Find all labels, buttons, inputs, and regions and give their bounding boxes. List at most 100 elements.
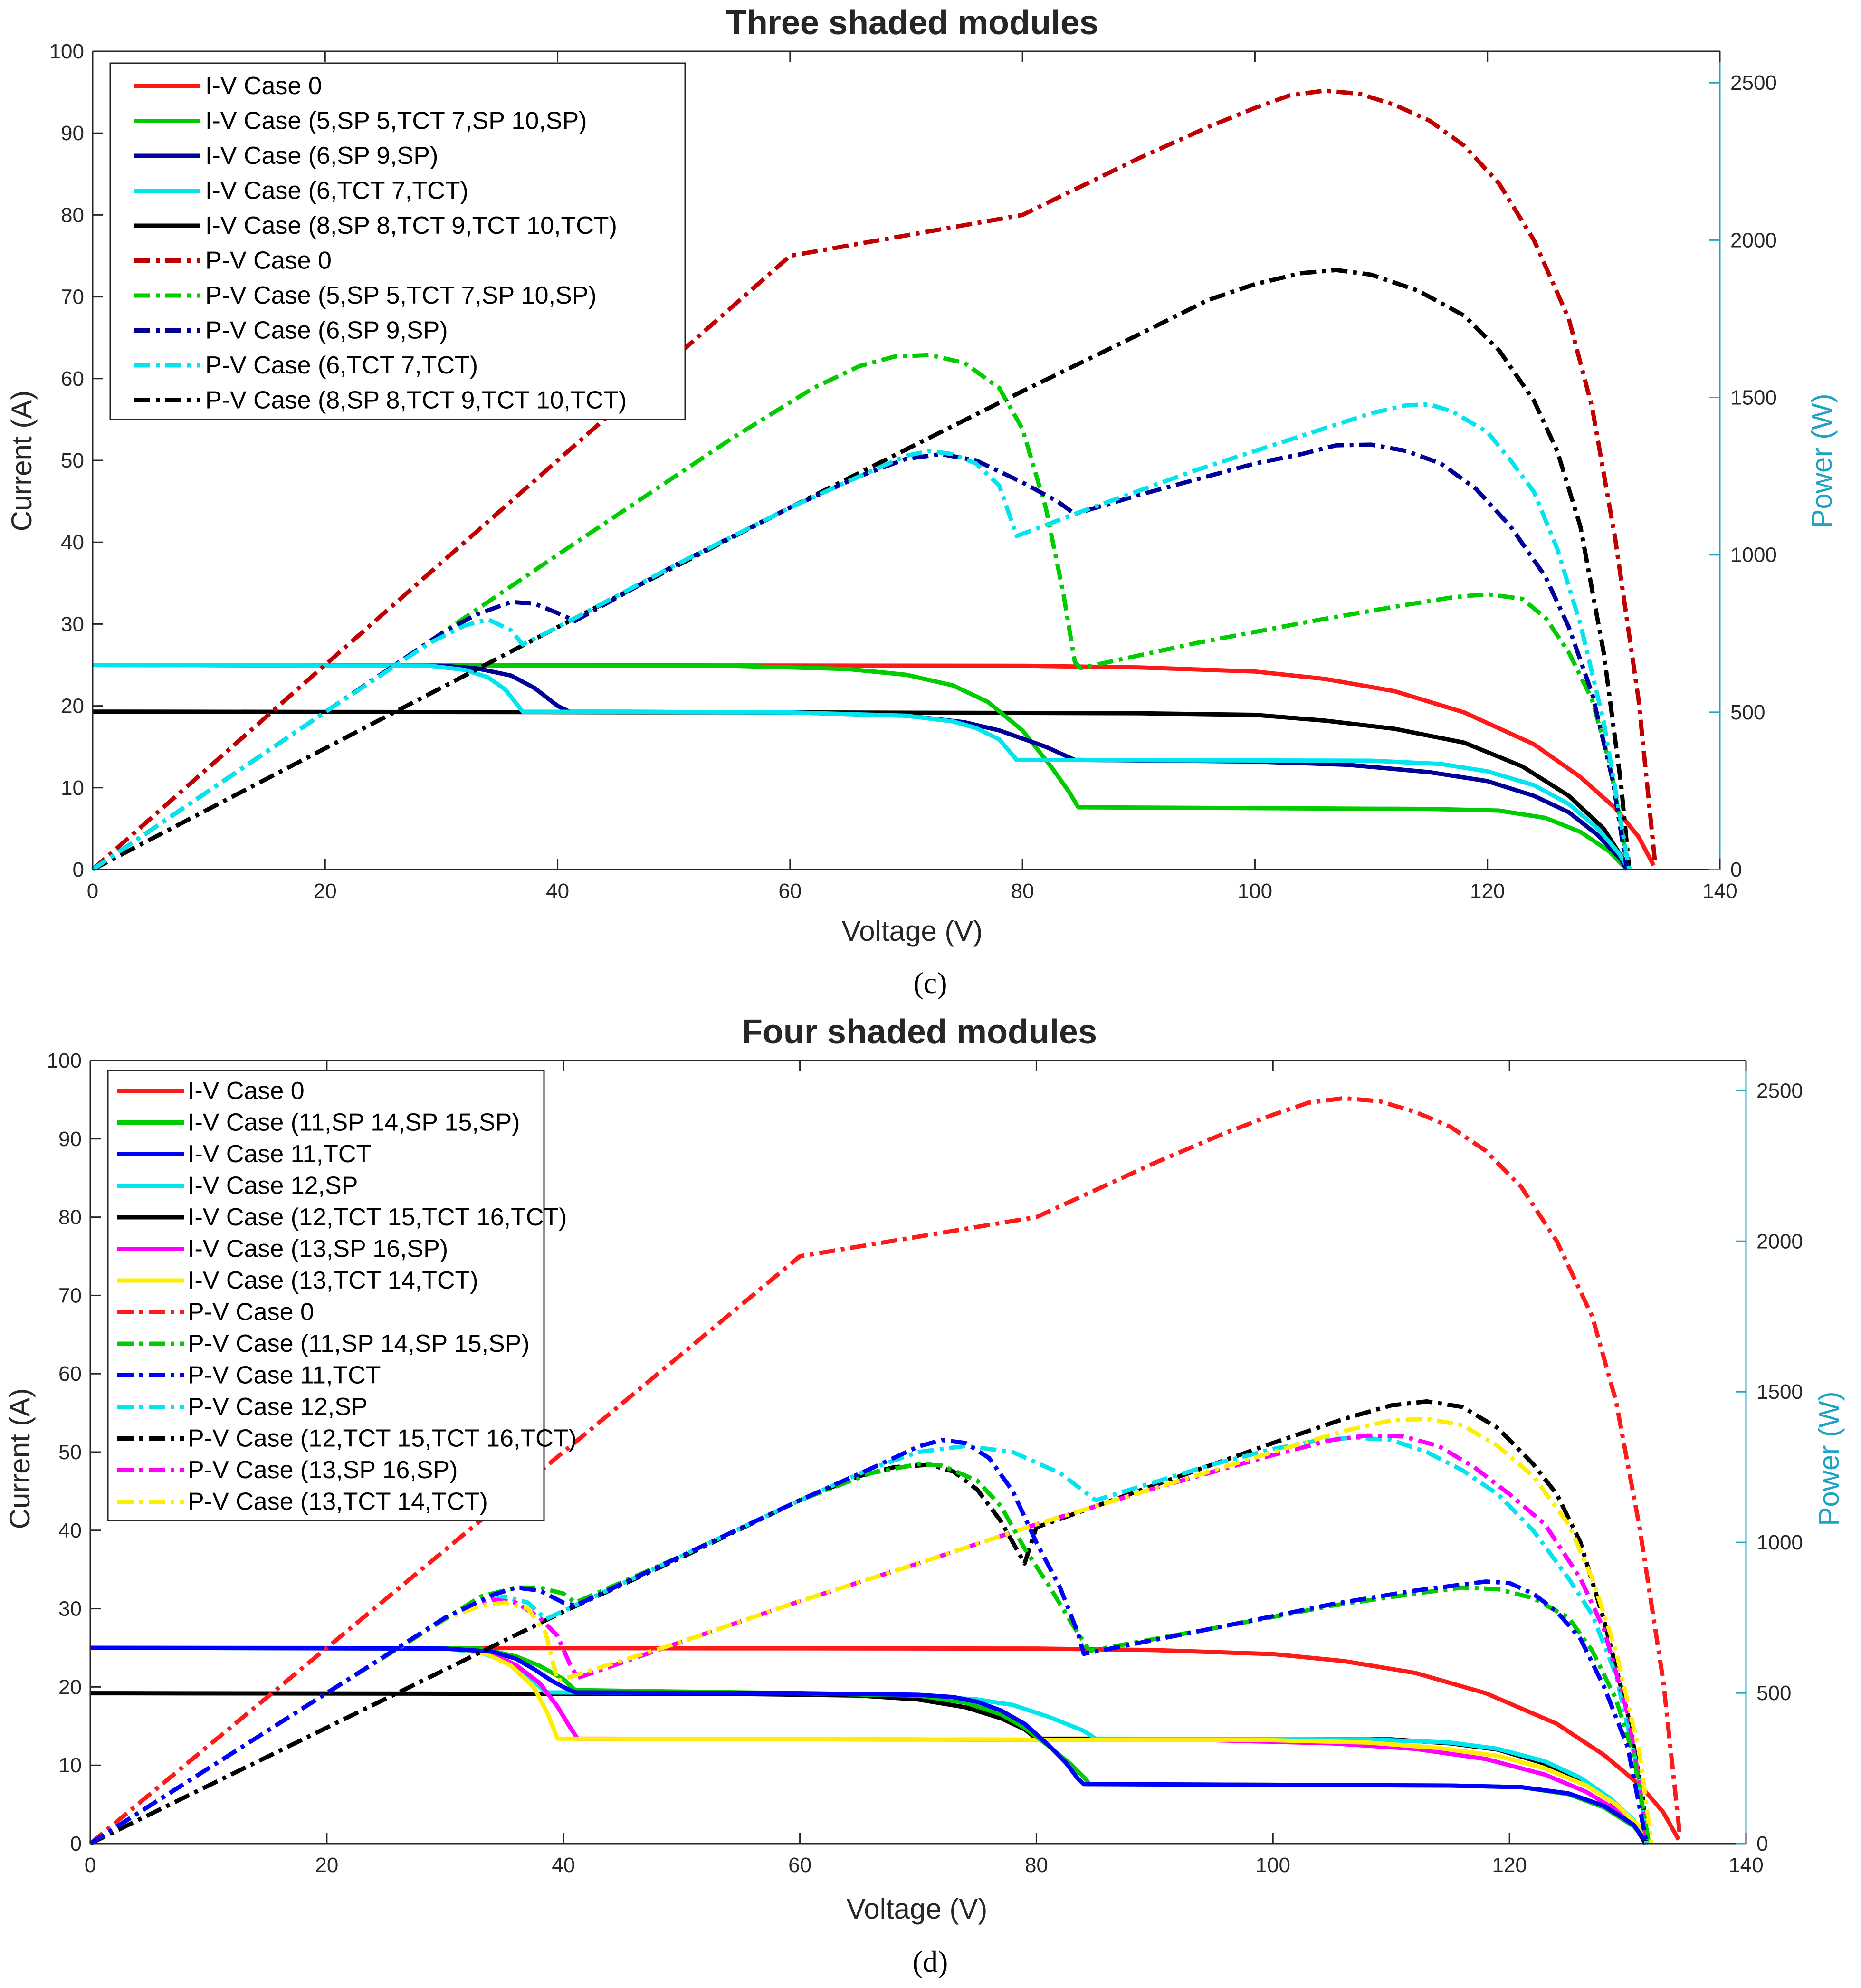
legend-entry: I-V Case (6,TCT 7,TCT) [205,177,468,205]
y-axis-label: Current (A) [6,391,38,532]
y-tick-label: 80 [61,203,84,227]
legend-entry: P-V Case 0 [205,247,332,275]
legend-entry: I-V Case (13,SP 16,SP) [188,1235,448,1263]
series-line-2 [92,709,1632,871]
legend-entry: I-V Case (5,SP 5,TCT 7,SP 10,SP) [205,107,587,135]
legend-entry: I-V Case 0 [205,72,322,100]
series-line-4 [92,663,1629,871]
chart-panel-c: Three shaded modules 0 20 40 60 80 100 120 1400… [6,4,1838,1000]
y-tick-label: 50 [58,1441,82,1464]
y2-axis-label: Power (W) [1813,1391,1845,1526]
y-tick-label: 0 [70,1832,82,1855]
x-tick-label: 80 [1025,1854,1048,1877]
y-tick-label: 20 [58,1675,82,1699]
y2-tick-label: 0 [1730,858,1742,881]
y-tick-label: 10 [61,776,84,800]
series-group [91,88,1657,871]
y2-tick-label: 2000 [1756,1230,1803,1253]
x-tick-label: 60 [788,1854,811,1877]
legend-box [107,1070,545,1521]
chart-panel-d: Four shaded modules 0 20 40 60 80 100 120 14001… [4,1013,1845,1978]
y-tick-label: 70 [61,286,84,309]
x-tick-label: 40 [552,1854,575,1877]
y2-tick-label: 500 [1730,701,1765,724]
y-tick-label: 0 [73,858,84,881]
x-tick-label: 0 [87,879,98,903]
y2-tick-label: 1000 [1730,544,1777,567]
series-line-9 [89,1399,1648,1846]
x-tick-label: 20 [314,879,337,903]
x-tick-label: 120 [1492,1854,1527,1877]
legend-entry: I-V Case 12,SP [188,1172,358,1200]
y-tick-label: 60 [58,1362,82,1386]
legend-entry: I-V Case 11,TCT [188,1140,371,1168]
x-tick-label: 40 [546,879,569,903]
x-tick-label: 20 [315,1854,338,1877]
legend-entry: P-V Case (12,TCT 15,TCT 16,TCT) [188,1425,577,1453]
x-axis-label: Voltage (V) [842,915,983,947]
x-axis-label: Voltage (V) [847,1893,988,1925]
axes [92,50,1721,870]
y-tick-label: 50 [61,449,84,472]
legend-box [109,62,686,420]
y-tick-label: 20 [61,695,84,718]
y-tick-label: 10 [58,1754,82,1777]
legend-entry: I-V Case (12,TCT 15,TCT 16,TCT) [188,1204,567,1231]
series-group [89,1096,1682,1846]
x-tick-label: 100 [1238,879,1272,903]
y2-tick-label: 1000 [1756,1531,1803,1554]
x-tick-label: 140 [1702,879,1737,903]
legend-entry: P-V Case 0 [188,1299,314,1326]
series-line-5 [90,1645,1653,1845]
series-line-10 [91,402,1632,871]
y-tick-label: 100 [49,40,84,63]
y-tick-label: 90 [61,122,84,145]
legend-entry: P-V Case 11,TCT [188,1362,381,1389]
legend-entry: I-V Case (13,TCT 14,TCT) [188,1267,478,1294]
legend-entry: P-V Case (13,TCT 14,TCT) [188,1488,488,1516]
y2-tick-label: 2500 [1756,1079,1803,1102]
y2-tick-label: 2000 [1730,229,1777,252]
panel-caption: (c) [913,966,947,1000]
chart-title: Four shaded modules [742,1013,1097,1051]
legend-entry: P-V Case 12,SP [188,1393,368,1421]
x-tick-label: 80 [1011,879,1034,903]
legend-entry: P-V Case (6,SP 9,SP) [205,317,448,344]
tick-labels: 0 20 40 60 80 100 120 1400102030405060708090100… [47,1049,1803,1877]
y2-tick-label: 2500 [1730,71,1777,95]
legend-entry: P-V Case (5,SP 5,TCT 7,SP 10,SP) [205,282,597,309]
legend-entry: I-V Case (11,SP 14,SP 15,SP) [188,1109,520,1137]
legend-entry: P-V Case (8,SP 8,TCT 9,TCT 10,TCT) [205,387,627,414]
panel-caption: (d) [913,1945,948,1978]
legend: I-V Case 0 I-V Case (5,SP 5,TCT 7,SP 10,S… [109,62,686,420]
y-tick-label: 40 [61,531,84,554]
y2-tick-label: 1500 [1730,386,1777,410]
y-tick-label: 100 [47,1049,82,1072]
series-line-5 [92,663,1631,871]
y-tick-label: 30 [61,612,84,636]
y-tick-label: 90 [58,1128,82,1151]
y-tick-label: 80 [58,1206,82,1229]
series-line-6 [91,88,1657,871]
x-tick-label: 60 [778,879,802,903]
series-line-7 [90,1645,1649,1845]
y-tick-label: 60 [61,367,84,391]
series-line-10 [89,1435,1649,1845]
series-line-3 [92,663,1629,871]
series-line-12 [89,1416,1654,1845]
series-line-8 [91,353,1629,871]
x-tick-label: 0 [85,1854,96,1877]
y-tick-label: 30 [58,1597,82,1621]
legend-entry: P-V Case (6,TCT 7,TCT) [205,352,478,379]
series-line-14 [89,1438,1649,1845]
legend: I-V Case 0 I-V Case (11,SP 14,SP 15,SP) I-… [107,1070,577,1521]
y-tick-label: 40 [58,1519,82,1542]
legend-entry: I-V Case (6,SP 9,SP) [205,142,438,170]
y2-axis-label: Power (W) [1806,393,1838,528]
x-tick-label: 100 [1256,1854,1290,1877]
series-line-9 [91,442,1629,871]
y2-tick-label: 0 [1756,1832,1768,1855]
legend-entry: I-V Case 0 [188,1077,305,1105]
legend-entry: I-V Case (8,SP 8,TCT 9,TCT 10,TCT) [205,212,617,239]
